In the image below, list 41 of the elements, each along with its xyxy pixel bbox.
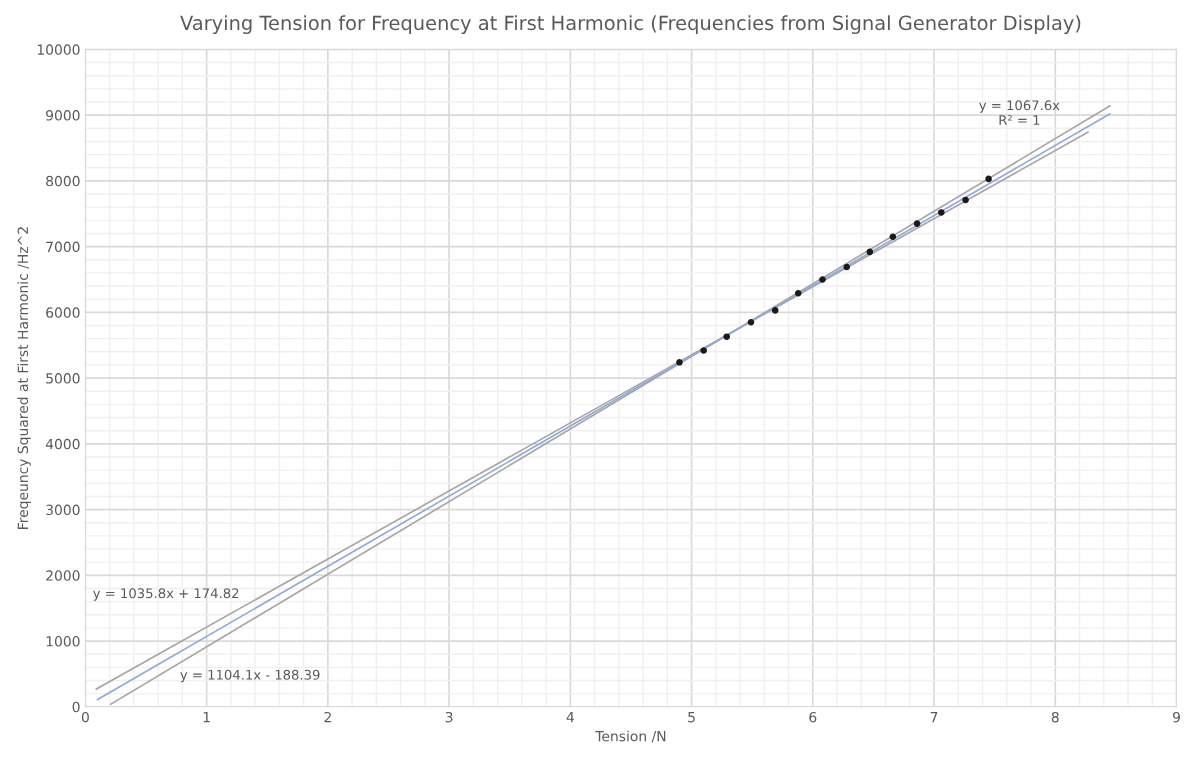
annotation: y = 1104.1x - 188.39 bbox=[180, 669, 320, 683]
annotation: y = 1067.6x R² = 1 bbox=[979, 100, 1060, 125]
x-tick-label: 5 bbox=[688, 712, 695, 723]
y-tick-label: 5000 bbox=[46, 373, 80, 384]
y-tick-label: 9000 bbox=[46, 110, 80, 121]
y-tick-label: 8000 bbox=[46, 175, 80, 187]
point bbox=[866, 248, 874, 256]
point bbox=[843, 263, 851, 271]
point bbox=[985, 175, 992, 183]
point bbox=[938, 209, 945, 216]
point bbox=[723, 333, 731, 340]
x-axis-title: Tension /N bbox=[595, 730, 666, 743]
chart-title: Varying Tension for Frequency at First Harmonic (Frequencies from Signal Generator Display) bbox=[180, 15, 1081, 34]
point bbox=[889, 233, 897, 241]
x-tick-label: 4 bbox=[566, 712, 574, 723]
y-axis-title: Freqeuncy Squared at First Harmonic /Hz^2 bbox=[17, 227, 31, 529]
y-tick-label: 10000 bbox=[37, 44, 80, 55]
y-tick-label: 2000 bbox=[46, 570, 80, 581]
point bbox=[962, 196, 969, 204]
y-tick-label: 3000 bbox=[46, 504, 80, 516]
x-tick-label: 3 bbox=[445, 711, 453, 723]
x-tick-label: 8 bbox=[1051, 711, 1059, 723]
y-tick-label: 1000 bbox=[46, 636, 80, 647]
point bbox=[771, 307, 779, 314]
point bbox=[747, 318, 755, 326]
point bbox=[913, 220, 921, 227]
y-tick-label: 7000 bbox=[46, 241, 80, 253]
annotation: y = 1035.8x + 174.82 bbox=[93, 588, 239, 601]
point bbox=[794, 290, 802, 297]
x-tick-label: 0 bbox=[81, 711, 89, 723]
y-tick-label: 6000 bbox=[46, 307, 80, 318]
point bbox=[676, 359, 683, 366]
x-tick-label: 6 bbox=[809, 711, 817, 723]
x-tick-label: 1 bbox=[203, 712, 210, 723]
point bbox=[700, 347, 707, 354]
y-tick-label: 0 bbox=[72, 701, 80, 713]
x-tick-label: 7 bbox=[930, 712, 938, 723]
x-tick-label: 9 bbox=[1172, 711, 1180, 723]
y-tick-label: 4000 bbox=[45, 438, 80, 450]
x-tick-label: 2 bbox=[324, 711, 331, 723]
point bbox=[819, 276, 826, 283]
